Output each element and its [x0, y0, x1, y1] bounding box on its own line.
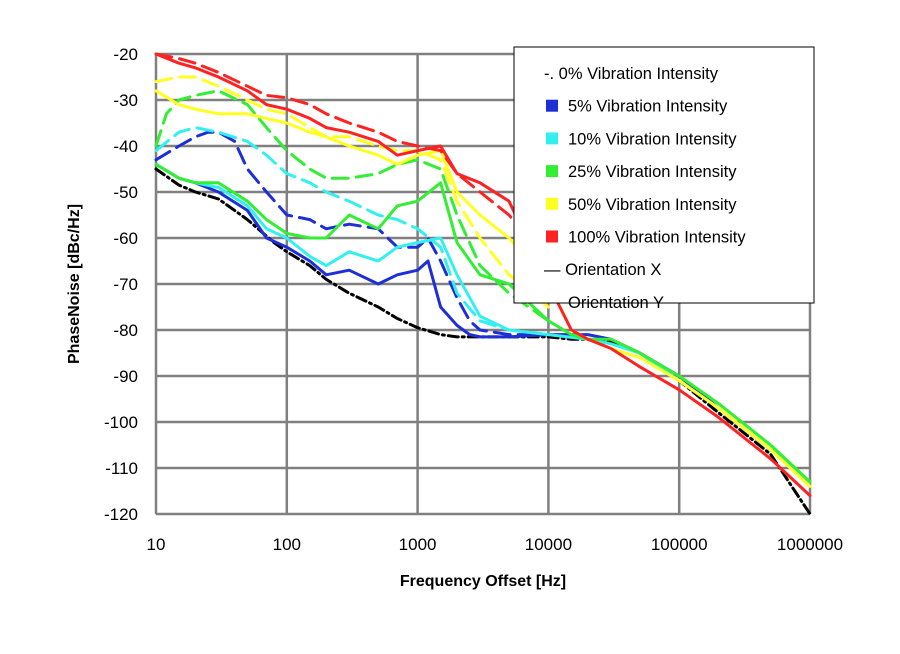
legend-entry: Orientation Y — [568, 294, 664, 312]
series-50pct-y-line — [154, 89, 812, 488]
y-tick-label: -40 — [113, 137, 138, 156]
legend-entry: 100% Vibration Intensity — [546, 229, 746, 247]
legend-label: Orientation Y — [568, 294, 664, 312]
legend-entries: -. 0% Vibration Intensity 5% Vibration In… — [544, 65, 746, 312]
y-tick-label: -90 — [113, 367, 138, 386]
y-tick-label: -50 — [113, 183, 138, 202]
x-tick-label: 1000 — [399, 535, 437, 554]
legend-entry: 10% Vibration Intensity — [546, 130, 737, 148]
legend-label: 50% Vibration Intensity — [568, 196, 737, 214]
x-tick-label: 1000000 — [777, 535, 843, 554]
y-tick-label: -30 — [113, 91, 138, 110]
legend-swatch — [546, 99, 558, 112]
series-25pct-y-line — [154, 162, 812, 484]
legend-entry: — Orientation X — [544, 261, 661, 279]
x-axis-title: Frequency Offset [Hz] — [400, 573, 566, 590]
y-axis-title: PhaseNoise [dBc/Hz] — [66, 204, 83, 364]
series-10pct-x-line — [154, 126, 550, 337]
legend-label: 25% Vibration Intensity — [568, 163, 737, 181]
legend-swatch — [546, 132, 558, 145]
x-tick-labels: 10 100 1000 10000 100000 1000000 — [147, 535, 844, 554]
y-tick-label: -120 — [104, 505, 138, 524]
series-50pct-x-line — [154, 75, 550, 309]
legend-swatch — [546, 197, 558, 210]
x-tick-label: 100000 — [651, 535, 708, 554]
legend-label: 10% Vibration Intensity — [568, 130, 737, 148]
series-lines — [154, 52, 812, 516]
series-100pct-y-line — [154, 52, 812, 498]
x-tick-label: 100 — [273, 535, 301, 554]
y-tick-label: -70 — [113, 275, 138, 294]
legend-swatch — [546, 230, 558, 243]
y-tick-label: -80 — [113, 321, 138, 340]
legend-box — [513, 46, 815, 304]
legend-entry: -. 0% Vibration Intensity — [544, 65, 719, 83]
x-tick-label: 10 — [147, 535, 166, 554]
y-tick-label: -60 — [113, 229, 138, 248]
legend-label: -. 0% Vibration Intensity — [544, 65, 719, 83]
y-tick-labels: -20 -30 -40 -50 -60 -70 -80 -90 -100 -110 -120 — [104, 45, 138, 524]
legend-entry: 5% Vibration Intensity — [546, 98, 728, 116]
legend: -. 0% Vibration Intensity 5% Vibration In… — [513, 46, 815, 312]
legend-label: — Orientation X — [544, 261, 661, 279]
legend-entry: 25% Vibration Intensity — [546, 163, 737, 181]
y-tick-label: -110 — [105, 459, 138, 478]
legend-entry: 50% Vibration Intensity — [546, 196, 737, 214]
y-tick-label: -100 — [104, 413, 138, 432]
legend-label: 100% Vibration Intensity — [568, 229, 746, 247]
x-tick-label: 10000 — [525, 535, 572, 554]
legend-swatch — [546, 165, 558, 178]
y-tick-label: -20 — [113, 45, 138, 64]
legend-label: 5% Vibration Intensity — [568, 98, 728, 116]
